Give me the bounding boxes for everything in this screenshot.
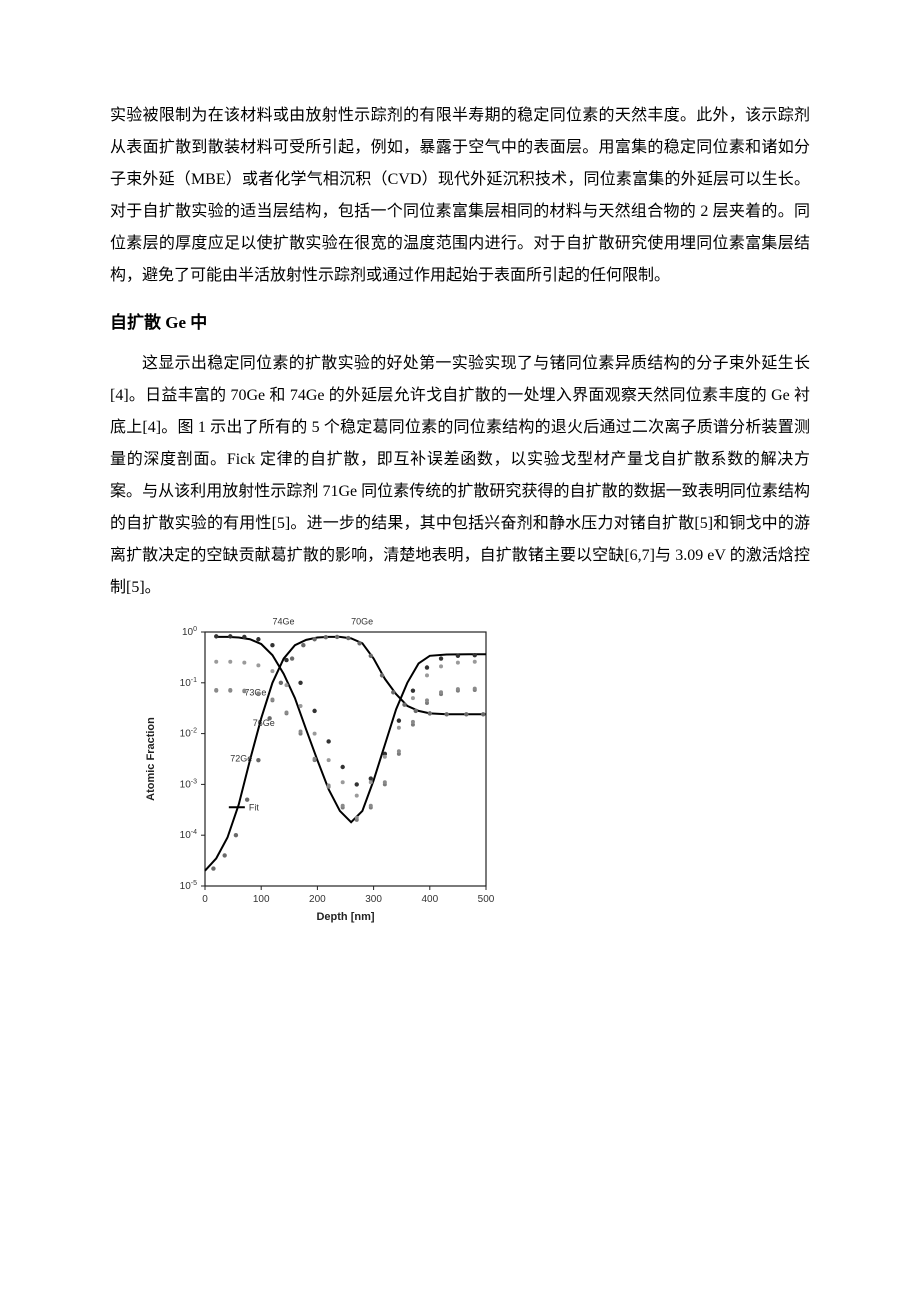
svg-text:0: 0	[202, 894, 208, 905]
svg-text:72Ge: 72Ge	[230, 754, 252, 764]
svg-text:Atomic Fraction: Atomic Fraction	[145, 717, 157, 801]
svg-text:70Ge: 70Ge	[351, 618, 373, 626]
figure-1-chart: 0 100 200 300 400 500 100 10-1 10-2 10-3 10-4 10-5 D…	[140, 618, 500, 928]
page-content: 实验被限制为在该材料或由放射性示踪剂的有限半寿期的稳定同位素的天然丰度。此外，该…	[0, 0, 920, 988]
paragraph-2: 这显示出稳定同位素的扩散实验的好处第一实验实现了与锗同位素异质结构的分子束外延生…	[110, 348, 810, 604]
svg-text:10-5: 10-5	[180, 880, 197, 892]
svg-text:10-1: 10-1	[180, 677, 197, 689]
svg-text:100: 100	[182, 626, 197, 638]
svg-text:400: 400	[421, 894, 438, 905]
svg-text:76Ge: 76Ge	[253, 718, 275, 728]
svg-text:10-3: 10-3	[180, 778, 197, 790]
svg-text:73Ge: 73Ge	[244, 688, 266, 698]
section-heading: 自扩散 Ge 中	[110, 306, 810, 340]
svg-text:300: 300	[365, 894, 382, 905]
svg-text:Depth [nm]: Depth [nm]	[316, 911, 374, 923]
svg-text:500: 500	[478, 894, 495, 905]
svg-text:200: 200	[309, 894, 326, 905]
svg-text:Fit: Fit	[249, 802, 259, 812]
svg-text:10-4: 10-4	[180, 829, 197, 841]
svg-text:100: 100	[253, 894, 270, 905]
paragraph-1: 实验被限制为在该材料或由放射性示踪剂的有限半寿期的稳定同位素的天然丰度。此外，该…	[110, 100, 810, 292]
svg-text:10-2: 10-2	[180, 728, 197, 740]
figure-1: 0 100 200 300 400 500 100 10-1 10-2 10-3 10-4 10-5 D…	[140, 618, 810, 928]
svg-text:74Ge: 74Ge	[272, 618, 294, 626]
